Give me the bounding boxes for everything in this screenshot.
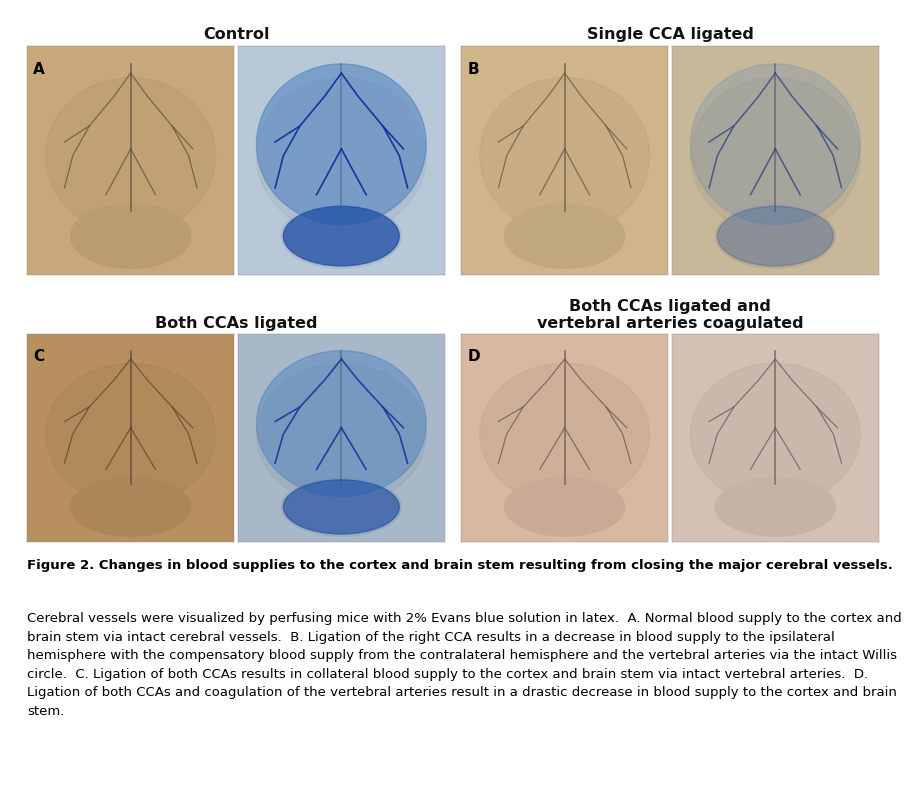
Ellipse shape bbox=[477, 61, 651, 227]
Ellipse shape bbox=[715, 478, 835, 536]
Text: A: A bbox=[34, 61, 45, 77]
Text: Single CCA ligated: Single CCA ligated bbox=[586, 28, 754, 42]
Ellipse shape bbox=[255, 349, 429, 498]
Ellipse shape bbox=[690, 363, 860, 505]
Ellipse shape bbox=[480, 363, 650, 505]
Ellipse shape bbox=[477, 349, 651, 498]
Ellipse shape bbox=[690, 78, 860, 233]
Ellipse shape bbox=[718, 206, 834, 266]
Ellipse shape bbox=[71, 204, 191, 268]
Text: Control: Control bbox=[203, 28, 269, 42]
Text: B: B bbox=[467, 61, 479, 77]
Ellipse shape bbox=[256, 351, 426, 497]
Ellipse shape bbox=[284, 479, 400, 534]
Text: C: C bbox=[34, 349, 44, 364]
Ellipse shape bbox=[505, 204, 625, 268]
Ellipse shape bbox=[281, 204, 401, 268]
Ellipse shape bbox=[505, 478, 625, 536]
Ellipse shape bbox=[46, 363, 216, 505]
Text: Both CCAs ligated: Both CCAs ligated bbox=[155, 316, 317, 331]
Ellipse shape bbox=[43, 349, 217, 498]
Ellipse shape bbox=[689, 61, 863, 227]
Text: Figure 2. Changes in blood supplies to the cortex and brain stem resulting from : Figure 2. Changes in blood supplies to t… bbox=[27, 559, 893, 572]
Ellipse shape bbox=[256, 363, 426, 505]
Ellipse shape bbox=[715, 204, 835, 268]
Ellipse shape bbox=[46, 78, 216, 233]
Ellipse shape bbox=[71, 478, 191, 536]
Ellipse shape bbox=[255, 61, 429, 227]
Ellipse shape bbox=[281, 478, 401, 536]
Ellipse shape bbox=[256, 78, 426, 233]
Text: D: D bbox=[467, 349, 480, 364]
Ellipse shape bbox=[480, 78, 650, 233]
Ellipse shape bbox=[690, 64, 860, 225]
Text: Both CCAs ligated and
vertebral arteries coagulated: Both CCAs ligated and vertebral arteries… bbox=[536, 299, 804, 331]
Text: Cerebral vessels were visualized by perfusing mice with 2% Evans blue solution i: Cerebral vessels were visualized by perf… bbox=[27, 612, 902, 718]
Ellipse shape bbox=[284, 206, 400, 266]
Ellipse shape bbox=[43, 61, 217, 227]
Ellipse shape bbox=[256, 64, 426, 225]
Ellipse shape bbox=[689, 349, 863, 498]
